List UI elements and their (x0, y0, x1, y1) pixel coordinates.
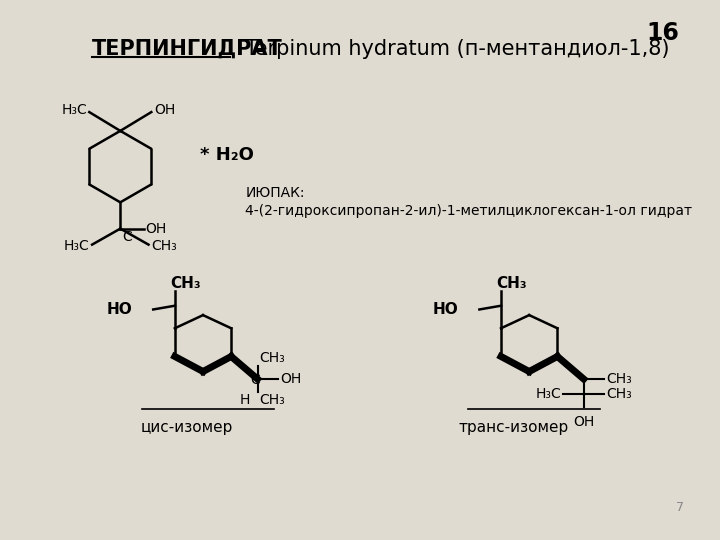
Text: H₃C: H₃C (536, 387, 561, 401)
Text: цис-изомер: цис-изомер (141, 421, 233, 435)
Text: 7: 7 (676, 502, 684, 515)
Text: CH₃: CH₃ (151, 240, 177, 253)
Text: CH₃: CH₃ (496, 275, 527, 291)
Text: CH₃: CH₃ (259, 393, 285, 407)
Text: OH: OH (573, 415, 594, 429)
Text: CH₃: CH₃ (170, 275, 201, 291)
Text: CH₃: CH₃ (606, 372, 632, 386)
Text: ТЕРПИНГИДРАТ: ТЕРПИНГИДРАТ (92, 39, 283, 59)
Text: HO: HO (107, 302, 132, 317)
Text: H: H (240, 393, 250, 407)
Text: OH: OH (145, 221, 167, 235)
Text: C: C (250, 373, 260, 387)
Text: 16: 16 (647, 21, 680, 45)
Text: * H₂O: * H₂O (200, 146, 254, 164)
Text: CH₃: CH₃ (259, 352, 285, 366)
Text: H₃C: H₃C (62, 103, 87, 117)
Text: ИЮПАК:: ИЮПАК: (246, 186, 305, 200)
Text: 4-(2-гидроксипропан-2-ил)-1-метилциклогексан-1-ол гидрат: 4-(2-гидроксипропан-2-ил)-1-метилциклоге… (246, 204, 693, 218)
Text: HO: HO (433, 302, 459, 317)
Text: OH: OH (280, 372, 302, 386)
Text: C: C (122, 230, 132, 244)
Text: CH₃: CH₃ (606, 387, 632, 401)
Text: Terpinum hydratum (п-ментандиол-1,8): Terpinum hydratum (п-ментандиол-1,8) (232, 39, 670, 59)
Text: транс-изомер: транс-изомер (458, 421, 568, 435)
Text: OH: OH (154, 103, 176, 117)
Text: H₃C: H₃C (63, 240, 89, 253)
